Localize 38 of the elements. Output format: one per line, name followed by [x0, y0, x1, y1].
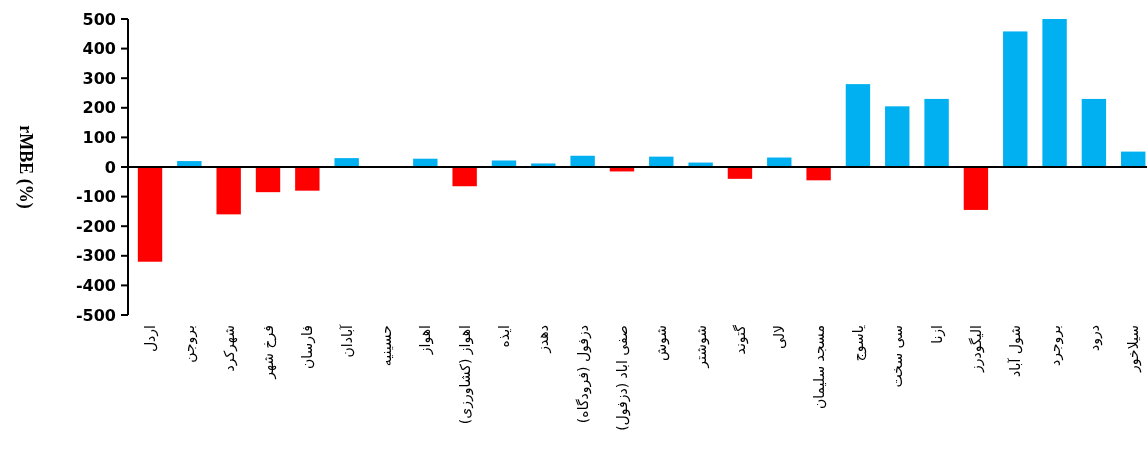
- x-tick-label: فرخ شهر: [260, 325, 278, 380]
- x-tick-label: اهواز: [417, 325, 435, 356]
- y-tick-label: -300: [75, 246, 116, 266]
- y-axis-title: rMBE (%): [15, 125, 36, 209]
- x-tick-label: ازنا: [928, 325, 946, 344]
- y-tick-label: 500: [82, 9, 116, 29]
- x-tick-label: بروجرد: [1046, 325, 1064, 366]
- y-tick-label: 300: [82, 68, 116, 88]
- y-tick-label: -100: [75, 187, 116, 207]
- x-tick-label: شوش: [653, 325, 671, 362]
- x-tick-label: یاسوج: [849, 324, 867, 362]
- x-tick-label: دزفول (فرودگاه): [574, 325, 592, 424]
- x-tick-label: گتوند: [731, 324, 749, 355]
- x-tick-label: حسینیه: [377, 325, 394, 367]
- x-tick-label: سی سخت: [889, 325, 906, 388]
- y-tick-label: 0: [104, 157, 116, 177]
- x-tick-label: الیگودرز: [967, 325, 985, 374]
- x-tick-label: فارسان: [299, 325, 317, 369]
- y-tick-label: 400: [82, 39, 116, 59]
- x-tick-label: دهدز: [535, 325, 553, 354]
- x-tick-label: شوشتر: [692, 325, 710, 369]
- x-tick-label: مسجد سلیمان: [810, 325, 827, 410]
- y-tick-label: 100: [82, 127, 116, 147]
- y-tick-label: -500: [75, 305, 116, 325]
- x-tick-label: اردل: [142, 325, 160, 353]
- y-tick-label: 200: [82, 98, 116, 118]
- x-tick-label: شول آباد: [1007, 325, 1025, 377]
- y-tick-label: -200: [75, 216, 116, 236]
- x-tick-label: آبادان: [338, 323, 355, 358]
- x-tick-label: بروجن: [181, 325, 199, 363]
- x-tick-label: سیلاخور: [1125, 325, 1143, 373]
- x-tick-label: اهواز (کشاورزی): [456, 325, 474, 425]
- y-tick-label: -400: [75, 275, 116, 295]
- x-tick-label: شهرکرد: [220, 325, 238, 372]
- x-tick-label: درود: [1085, 325, 1103, 351]
- x-tick-label: ایذه: [495, 325, 512, 348]
- x-tick-label: لالی: [771, 325, 788, 349]
- x-tick-label: صفی اباد (دزفول): [613, 325, 631, 431]
